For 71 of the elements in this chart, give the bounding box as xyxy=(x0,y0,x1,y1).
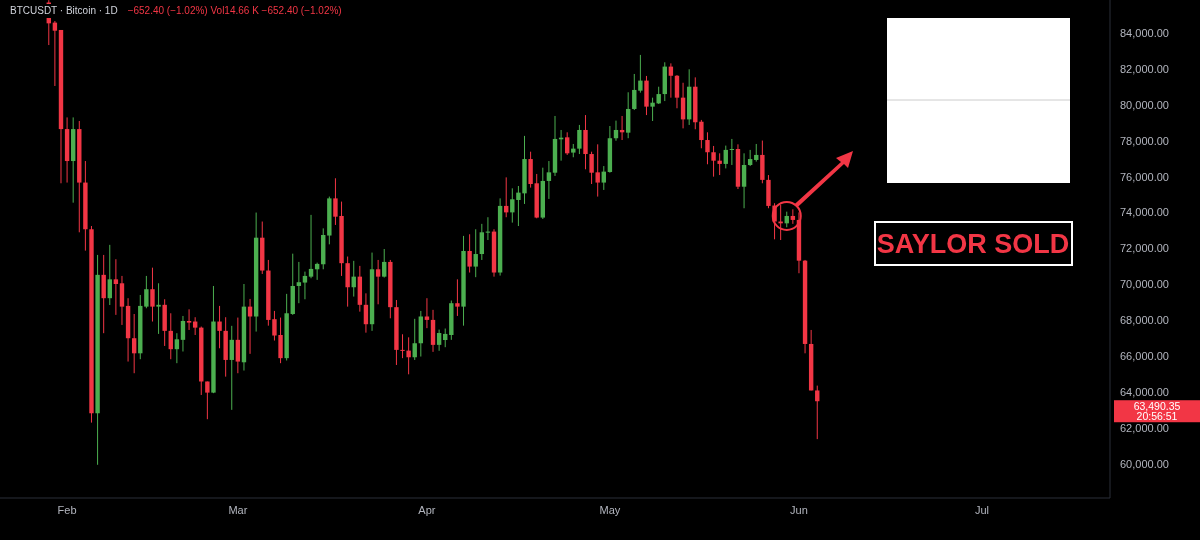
candlestick xyxy=(705,131,710,165)
candlestick xyxy=(699,119,704,149)
candlestick xyxy=(144,275,149,309)
candlestick xyxy=(186,308,192,331)
candlestick xyxy=(546,160,552,200)
candlestick xyxy=(741,152,747,209)
x-tick-label: Apr xyxy=(418,504,436,516)
x-tick-label: Mar xyxy=(228,504,248,516)
candlestick xyxy=(302,271,308,300)
candlestick xyxy=(473,228,478,278)
y-tick-label: 68,000.00 xyxy=(1120,314,1169,327)
candlestick xyxy=(650,97,655,122)
y-tick-label: 62,000.00 xyxy=(1120,421,1169,434)
candlestick xyxy=(296,261,302,304)
y-tick-label: 76,000.00 xyxy=(1120,170,1169,183)
candlestick xyxy=(711,145,716,178)
candlestick xyxy=(119,275,125,326)
candlestick xyxy=(729,138,735,166)
candlestick xyxy=(467,233,472,274)
candlestick xyxy=(790,208,796,225)
candlestick xyxy=(717,152,722,176)
y-tick-label: 72,000.00 xyxy=(1120,242,1169,255)
candlestick xyxy=(400,333,405,359)
candlestick xyxy=(577,124,582,155)
candlestick xyxy=(229,325,234,411)
candlestick xyxy=(174,332,180,364)
candlestick xyxy=(601,165,606,191)
candlestick xyxy=(205,380,210,420)
candlestick xyxy=(412,318,417,361)
y-tick-label: 78,000.00 xyxy=(1120,134,1169,147)
annotation: SAYLOR SOLD xyxy=(876,229,1070,260)
candlestick xyxy=(131,313,137,374)
text: 63,490.35 xyxy=(1133,399,1181,412)
text: −652.40 (−1.02%) Vol14.66 K −652.40 (−1.02%) xyxy=(127,5,342,16)
candlestick xyxy=(406,336,411,375)
candlestick xyxy=(382,248,387,279)
y-tick-label: 84,000.00 xyxy=(1120,26,1169,39)
candlestick xyxy=(156,282,161,335)
candlestick xyxy=(247,298,253,355)
x-tick-label: Feb xyxy=(57,504,77,516)
candlestick xyxy=(107,244,112,306)
x-tick-label: May xyxy=(599,504,621,516)
y-tick-label: 64,000.00 xyxy=(1120,385,1169,398)
candlestick xyxy=(113,258,119,316)
y-tick-label: 82,000.00 xyxy=(1120,62,1169,75)
candlestick xyxy=(479,223,485,261)
candlestick xyxy=(217,305,222,349)
candlestick xyxy=(674,74,680,109)
candlestick xyxy=(632,73,637,111)
y-tick-label: 66,000.00 xyxy=(1120,350,1169,363)
x-tick-label: Jun xyxy=(790,504,808,516)
candlestick xyxy=(436,329,442,352)
candlestick xyxy=(308,214,314,279)
candlestick xyxy=(235,317,241,374)
y-tick-label: 74,000.00 xyxy=(1120,206,1169,219)
candlestick xyxy=(668,62,674,99)
text: BTCUSDT · Bitcoin · 1D xyxy=(10,5,118,16)
candlestick xyxy=(180,315,186,353)
candlestick xyxy=(723,145,728,169)
candlestick xyxy=(815,385,820,440)
candlestick xyxy=(455,278,460,317)
candlestick xyxy=(638,54,643,94)
x-tick-label: Jul xyxy=(974,504,989,516)
candlestick xyxy=(150,267,155,323)
y-tick-label: 70,000.00 xyxy=(1120,278,1169,291)
candlestick xyxy=(375,259,381,305)
candlestick xyxy=(101,254,106,334)
y-tick-label: 60,000.00 xyxy=(1120,457,1169,470)
candlestick xyxy=(565,131,570,156)
y-tick-label: 80,000.00 xyxy=(1120,98,1169,111)
candlestick xyxy=(625,91,631,139)
